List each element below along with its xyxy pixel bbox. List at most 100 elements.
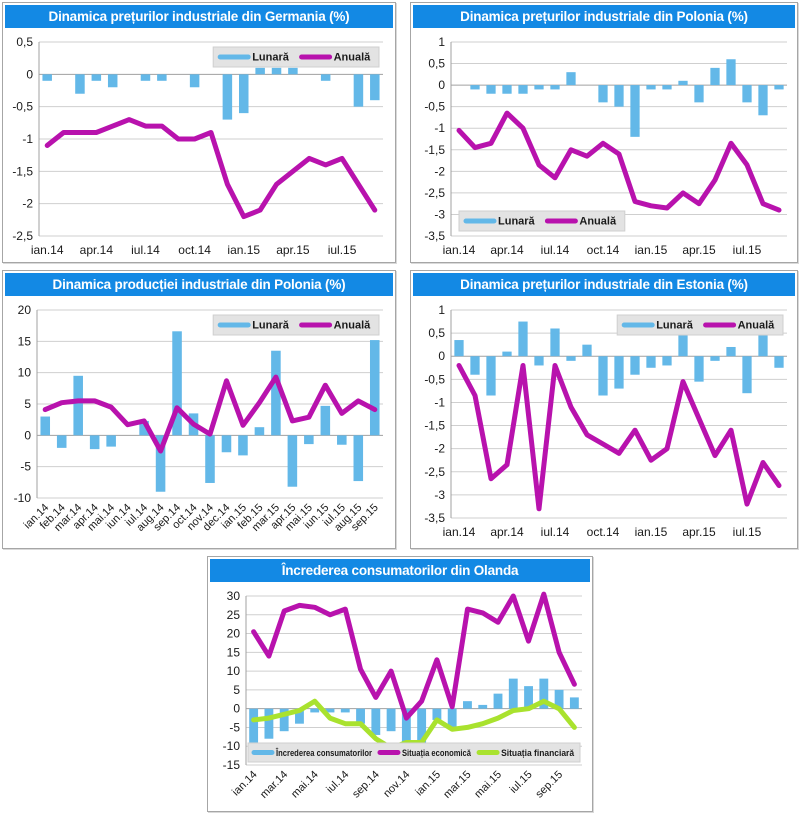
bar xyxy=(710,356,720,361)
gridlines xyxy=(451,309,787,519)
bar xyxy=(678,330,688,357)
bar xyxy=(139,420,149,436)
bar xyxy=(155,435,166,492)
x-axis-labels: ian.14 apr.14 iul.14 oct.14 ian.15 apr.15 iul.… xyxy=(443,525,762,539)
bar xyxy=(353,435,364,482)
legend-label: Anuală xyxy=(579,216,617,228)
y-tick-label: 10 xyxy=(18,366,32,380)
legend-box xyxy=(247,742,581,763)
bar xyxy=(478,704,488,709)
y-tick-label: 0 xyxy=(438,349,445,363)
bar xyxy=(508,678,518,709)
bar xyxy=(304,435,314,445)
y-tick-label: -10 xyxy=(223,739,241,753)
bar xyxy=(91,74,102,81)
bar xyxy=(550,328,560,357)
bar xyxy=(710,67,720,86)
x-tick-label: iul.14 xyxy=(324,769,351,796)
y-tick-label: 30 xyxy=(227,589,241,603)
bar xyxy=(73,375,83,436)
y-tick-label: 0,5 xyxy=(428,326,445,340)
bar xyxy=(401,708,411,747)
legend-label: Anuală xyxy=(334,320,372,332)
bar xyxy=(353,74,364,107)
y-tick-label: -3,5 xyxy=(424,229,445,243)
y-tick-label: -2,5 xyxy=(424,186,445,200)
legend-label: Situația economică xyxy=(402,748,472,759)
bar xyxy=(310,708,320,713)
x-tick-label: ian.14 xyxy=(31,243,64,257)
bar xyxy=(454,340,464,357)
bar xyxy=(40,416,51,436)
bar xyxy=(157,74,167,81)
x-tick-label: iul.14 xyxy=(541,525,570,539)
bar xyxy=(356,708,365,724)
y-tick-label: -1,5 xyxy=(12,164,33,178)
y-tick-label: 0,5 xyxy=(428,57,445,71)
x-axis-labels: ian.14 apr.14 iul.14 oct.14 ian.15 apr.15 iul.… xyxy=(31,243,357,257)
chart-title: Încrederea consumatorilor din Olanda xyxy=(210,559,590,582)
y-tick-label: -15 xyxy=(223,758,241,772)
y-tick-label: 15 xyxy=(18,334,32,348)
bar xyxy=(279,708,289,732)
y-tick-label: -2 xyxy=(434,164,445,178)
bar xyxy=(320,405,331,436)
bar xyxy=(598,85,608,103)
bar xyxy=(502,351,512,357)
bar xyxy=(189,74,200,88)
bar xyxy=(566,356,576,361)
legend-box xyxy=(212,46,380,68)
bar xyxy=(614,356,624,389)
bar xyxy=(271,67,282,75)
x-tick-label: ian.15 xyxy=(635,525,668,539)
legend: Încrederea consumatorilor Situația econom… xyxy=(247,742,581,763)
bar xyxy=(678,80,688,86)
bar xyxy=(486,85,496,94)
y-tick-label: -5 xyxy=(20,460,31,474)
bar xyxy=(221,435,232,453)
legend-box xyxy=(616,314,784,336)
x-tick-label: ian.14 xyxy=(443,525,476,539)
x-tick-label: mai.14 xyxy=(289,769,321,801)
bar xyxy=(566,72,576,86)
x-tick-label: oct.14 xyxy=(587,243,620,257)
line-anuală xyxy=(44,117,378,220)
y-tick-label: -3,5 xyxy=(424,511,445,525)
bar xyxy=(726,59,736,86)
y-tick-label: 0,5 xyxy=(16,35,33,49)
bar xyxy=(249,708,259,743)
bar xyxy=(288,67,298,75)
y-tick-label: 1 xyxy=(438,303,445,317)
bar xyxy=(386,708,396,732)
x-tick-label: mai.15 xyxy=(472,769,504,801)
bar xyxy=(75,74,85,94)
bar xyxy=(774,85,784,90)
bar xyxy=(630,85,640,137)
x-tick-label: iul.14 xyxy=(541,243,570,257)
bar xyxy=(534,85,544,90)
chart-panel-estonia-preturi: Dinamica prețurilor industriale din Esto… xyxy=(410,270,798,549)
y-axis-labels: -10 -5 0 5 10 15 20 xyxy=(14,303,32,505)
x-tick-label: oct.14 xyxy=(178,243,211,257)
x-tick-label: ian.15 xyxy=(413,769,443,799)
y-tick-label: 0 xyxy=(233,702,240,716)
y-tick-label: 15 xyxy=(227,645,241,659)
y-tick-label: -1 xyxy=(434,395,445,409)
bar xyxy=(502,85,512,94)
bar xyxy=(370,74,380,101)
line-situația-economică xyxy=(251,591,577,721)
y-tick-label: 0 xyxy=(24,428,31,442)
bar xyxy=(662,85,672,90)
legend-label: Lunară xyxy=(656,320,694,332)
bar xyxy=(432,708,442,720)
chart-panel-germania-preturi: Dinamica prețurilor industriale din Germ… xyxy=(2,2,396,263)
bar xyxy=(340,708,350,713)
bar xyxy=(726,346,736,357)
bar xyxy=(518,85,528,94)
gridlines xyxy=(39,41,383,237)
bar xyxy=(255,67,265,75)
bar xyxy=(694,356,704,382)
y-tick-label: -10 xyxy=(14,491,32,505)
y-tick-label: 20 xyxy=(18,303,32,317)
